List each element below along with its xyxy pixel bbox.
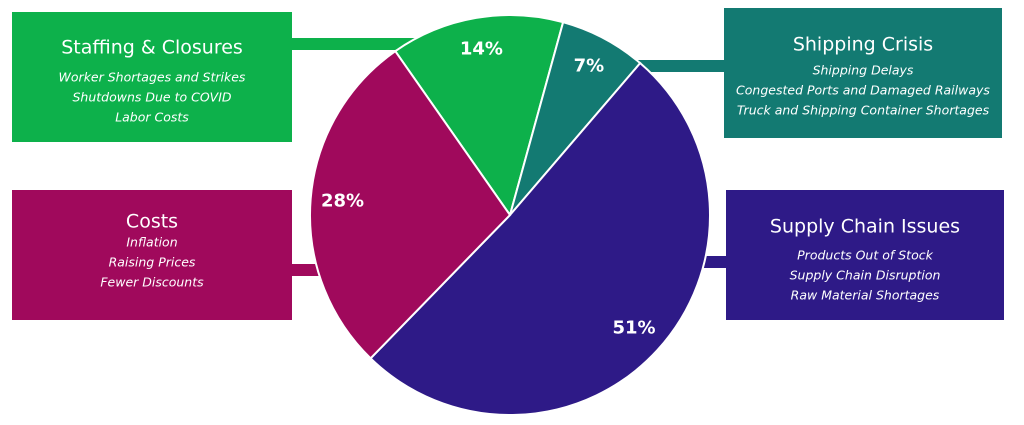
callout-item: Raw Material Shortages <box>791 288 940 303</box>
callout-item: Raising Prices <box>109 255 196 270</box>
callout-box <box>12 190 292 320</box>
callout-item: Inflation <box>126 235 177 250</box>
callout-item: Shipping Delays <box>813 63 914 78</box>
callout-title: Costs <box>126 211 178 233</box>
callout-item: Worker Shortages and Strikes <box>59 70 246 85</box>
percent-label: 7% <box>574 56 605 77</box>
callout-item: Fewer Discounts <box>100 275 204 290</box>
callout-title: Shipping Crisis <box>793 34 933 56</box>
callout-item: Labor Costs <box>115 110 189 125</box>
callout-box <box>724 8 1002 138</box>
callout-item: Congested Ports and Damaged Railways <box>736 83 990 98</box>
callout-item: Truck and Shipping Container Shortages <box>737 103 990 118</box>
callout-title: Staffing & Closures <box>61 37 243 59</box>
callout-box <box>12 12 292 142</box>
callout-box <box>726 190 1004 320</box>
callout-title: Supply Chain Issues <box>770 216 960 238</box>
percent-label: 14% <box>460 38 503 59</box>
pie-slice <box>393 14 565 218</box>
callout-item: Products Out of Stock <box>797 248 933 263</box>
percent-label: 51% <box>613 317 656 338</box>
pie-slice <box>309 49 512 360</box>
callout-item: Supply Chain Disruption <box>790 268 941 283</box>
pie-slice <box>369 61 711 416</box>
percent-label: 28% <box>321 191 364 212</box>
callout-item: Shutdowns Due to COVID <box>72 90 231 105</box>
